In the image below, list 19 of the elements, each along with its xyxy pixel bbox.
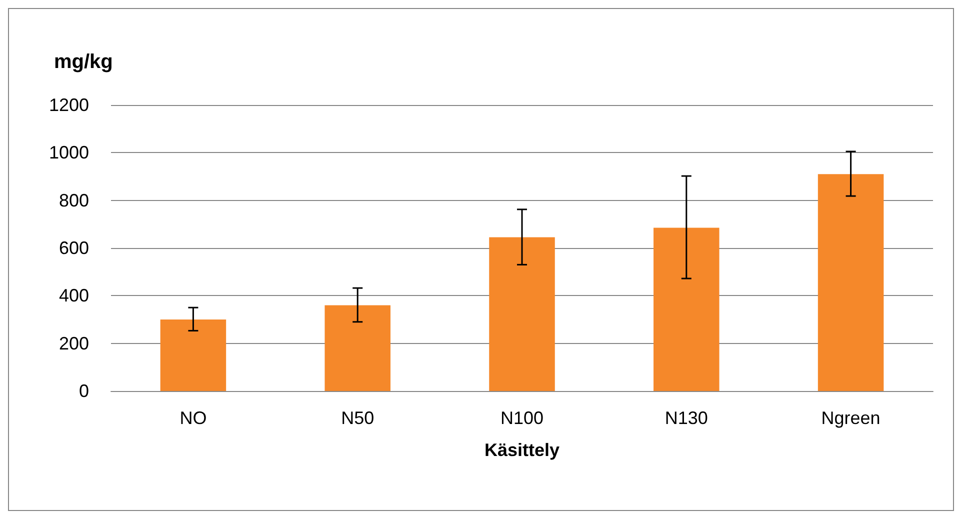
y-tick-label: 200 bbox=[58, 333, 89, 354]
x-tick-label: Ngreen bbox=[821, 408, 880, 428]
bar bbox=[818, 174, 884, 391]
x-tick-label: N130 bbox=[664, 408, 708, 428]
y-axis-title: mg/kg bbox=[54, 51, 113, 73]
y-tick-label: 400 bbox=[58, 286, 89, 306]
bar bbox=[160, 320, 226, 391]
bar bbox=[324, 305, 390, 391]
y-tick-label: 0 bbox=[78, 381, 89, 401]
y-tick-label: 800 bbox=[58, 190, 89, 210]
y-tick-label: 1000 bbox=[48, 142, 89, 163]
bar bbox=[654, 228, 720, 391]
y-tick-label: 1200 bbox=[48, 95, 89, 115]
x-tick-label: NO bbox=[180, 408, 207, 428]
bar bbox=[489, 237, 555, 391]
y-tick-label: 600 bbox=[58, 238, 89, 258]
x-axis-title: Käsittely bbox=[484, 440, 560, 460]
x-tick-label: N100 bbox=[500, 408, 544, 428]
x-tick-label: N50 bbox=[341, 408, 374, 428]
